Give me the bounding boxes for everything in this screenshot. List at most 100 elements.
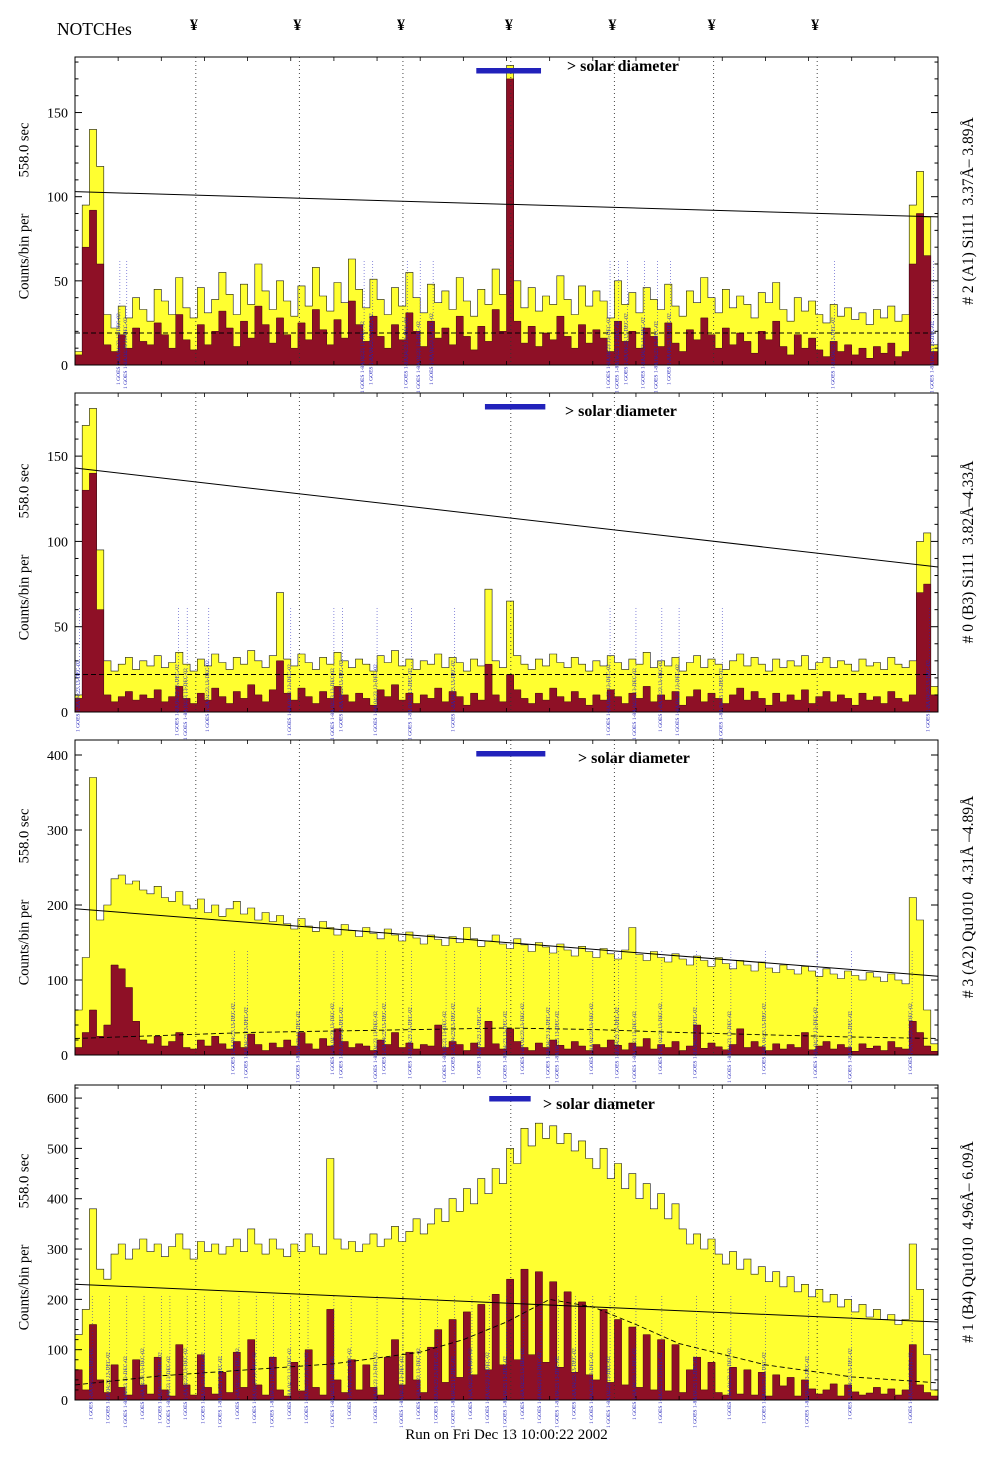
- panel-4-solar-diameter-label: > solar diameter: [543, 1096, 655, 1113]
- flare-annotation: 1 GOES 1-8A 04:23 13-DEC-02: [382, 1003, 388, 1075]
- flare-annotation: 1 GOES 1-8A 04:23 13-DEC-02: [658, 1352, 664, 1424]
- flare-annotation: 1 GOES 1-8A 04:23 13-DEC-02: [140, 1348, 146, 1420]
- flare-annotation: 1 GOES 1-8A 04:23 13-DEC-02: [606, 664, 612, 736]
- flare-annotation: 1 GOES 1-8A 04:23 13-DEC-02: [666, 313, 672, 385]
- panel-4-right-label: # 1 (B4) Qu1010 4.96Å– 6.09Å: [960, 1141, 977, 1343]
- flare-annotation: 1 GOES 1-8A 04:23 13-DEC-02: [218, 1356, 224, 1428]
- flare-annotation: 1 GOES 1-8A 04:23 13-DEC-02: [925, 660, 931, 732]
- flare-annotation: 1 GOES 1-8A 04:23 13-DEC-02: [116, 313, 122, 385]
- flare-annotation: 1 GOES 1-8A 04:23 13-DEC-02: [848, 1011, 854, 1083]
- flare-annotation: 1 GOES 1-8A 04:23 13-DEC-02: [632, 1348, 638, 1420]
- flare-annotation: 1 GOES 1-8A 04:23 13-DEC-02: [287, 1348, 293, 1420]
- flare-annotation: 1 GOES 1-8A 04:23 13-DEC-02: [205, 660, 211, 732]
- flare-annotation: 1 GOES 1-8A 04:23 13-DEC-02: [813, 1007, 819, 1079]
- flare-annotation: 1 GOES 1-8A 04:23 13-DEC-02: [641, 317, 647, 389]
- flare-annotation: 1 GOES 1-8A 04:23 13-DEC-02: [761, 1003, 767, 1075]
- flare-annotation: 1 GOES 1-8A 04:23 13-DEC-02: [537, 1352, 543, 1424]
- trend-line: [74, 908, 939, 977]
- panel-2-right-label: # 0 (B3) Si111 3.82Å–4.33Å: [960, 460, 977, 644]
- notch-symbol: ¥: [504, 17, 513, 34]
- panel-2-solar-diameter-label: > solar diameter: [565, 403, 677, 420]
- panel-4-ylabel: Counts/bin per 558.0 sec: [16, 1153, 33, 1331]
- y-tick-label: 50: [54, 275, 68, 290]
- flare-annotation: 1 GOES 1-8A 04:23 13-DEC-02: [175, 664, 181, 736]
- flare-annotation: 1 GOES 1-8A 04:23 13-DEC-02: [546, 1007, 552, 1079]
- flare-annotation: 1 GOES 1-8A 04:23 13-DEC-02: [485, 1352, 491, 1424]
- flare-annotation: 1 GOES 1-8A 04:23 13-DEC-02: [433, 1352, 439, 1424]
- y-tick-label: 600: [47, 1092, 68, 1107]
- panel-1-solar-diameter-label: > solar diameter: [567, 58, 679, 75]
- y-tick-label: 0: [61, 359, 68, 374]
- flare-annotation: 1 GOES 1-8A 04:23 13-DEC-02: [451, 1356, 457, 1428]
- flare-annotation: 1 GOES 1-8A 04:23 13-DEC-02: [373, 664, 379, 736]
- y-tick-label: 150: [47, 107, 68, 122]
- panel-4-plot: 0 100 200 300 400 500 600 1 GOES 1-8A 04:23 13-…: [47, 1084, 939, 1428]
- panel-1-right-label: # 2 (A1) Si111 3.37Å– 3.89Å: [960, 117, 977, 305]
- flare-annotation: 1 GOES 1-8A 04:23 13-DEC-02: [442, 1011, 448, 1083]
- flare-annotation: 1 GOES 1-8A 04:23 13-DEC-02: [157, 1352, 163, 1424]
- y-tick-label: 100: [47, 191, 68, 206]
- flare-annotation: 1 GOES 1-8A 04:23 13-DEC-02: [805, 1356, 811, 1428]
- flare-annotation: 1 GOES 1-8A 04:23 13-DEC-02: [718, 668, 724, 740]
- flare-annotation: 1 GOES 1-8A 04:23 13-DEC-02: [373, 1011, 379, 1083]
- panel-3-solar-diameter-label: > solar diameter: [578, 750, 690, 767]
- flare-annotation: 1 GOES 1-8A 04:23 13-DEC-02: [360, 321, 366, 393]
- flare-annotation: 1 GOES 1-8A 04:23 13-DEC-02: [468, 1348, 474, 1420]
- flare-annotation: 1 GOES 1-8A 04:23 13-DEC-02: [727, 1011, 733, 1083]
- y-tick-label: 400: [47, 1193, 68, 1208]
- flare-annotation: 1 GOES 1-8A 04:23 13-DEC-02: [589, 1352, 595, 1424]
- flare-annotation: 1 GOES 1-8A 04:23 13-DEC-02: [347, 1348, 353, 1420]
- y-tick-label: 100: [47, 974, 68, 989]
- flare-annotation: 1 GOES 1-8A 04:23 13-DEC-02: [606, 1356, 612, 1428]
- yellow-histogram: [74, 1122, 939, 1401]
- flare-annotation: 1 GOES 1-8A 04:23 13-DEC-02: [287, 664, 293, 736]
- flare-annotation: 1 GOES 1-8A 04:23 13-DEC-02: [615, 1007, 621, 1079]
- solar-diameter-bar: [476, 751, 546, 757]
- y-tick-label: 400: [47, 749, 68, 764]
- dark-red-histogram: [74, 472, 939, 713]
- flare-annotation: 1 GOES 1-8A 04:23 13-DEC-02: [231, 1003, 237, 1075]
- flare-annotation: 1 GOES 1-8A 04:23 13-DEC-02: [451, 660, 457, 732]
- notch-symbol: ¥: [396, 17, 405, 34]
- flare-annotation: 1 GOES 1-8A 04:23 13-DEC-02: [623, 313, 629, 385]
- flare-annotation: 1 GOES 1-8A 04:23 13-DEC-02: [183, 668, 189, 740]
- run-timestamp: Run on Fri Dec 13 10:00:22 2002: [405, 1427, 608, 1443]
- flare-annotation: 1 GOES 1-8A 04:23 13-DEC-02: [589, 1003, 595, 1075]
- flare-annotation: 1 GOES 1-8A 04:23 13-DEC-02: [330, 1356, 336, 1428]
- flare-annotation: 1 GOES 1-8A 04:23 13-DEC-02: [554, 1356, 560, 1428]
- flare-annotation: 1 GOES 1-8A 04:23 13-DEC-02: [183, 1348, 189, 1420]
- flare-annotation: 1 GOES 1-8A 04:23 13-DEC-02: [654, 321, 660, 393]
- y-tick-label: 200: [47, 899, 68, 914]
- flare-annotation: 1 GOES 1-8A 04:23 13-DEC-02: [692, 1356, 698, 1428]
- notch-symbol: ¥: [608, 17, 617, 34]
- yellow-histogram: [74, 777, 939, 1056]
- flare-annotation: 1 GOES 1-8A 04:23 13-DEC-02: [295, 1011, 301, 1083]
- flare-annotation: 1 GOES 1-8A 04:23 13-DEC-02: [503, 1356, 509, 1428]
- flare-annotation: 1 GOES 1-8A 04:23 13-DEC-02: [269, 1356, 275, 1428]
- trend-line: [74, 191, 939, 218]
- flare-annotation: 1 GOES 1-8A 04:23 13-DEC-02: [166, 1356, 172, 1428]
- panel-3-ylabel: Counts/bin per 558.0 sec: [16, 808, 33, 986]
- panel-1-ylabel: Counts/bin per 558.0 sec: [16, 122, 33, 300]
- y-tick-label: 300: [47, 1243, 68, 1258]
- flare-annotation: 1 GOES 1-8A 04:23 13-DEC-02: [606, 317, 612, 389]
- y-tick-label: 0: [61, 1049, 68, 1064]
- flare-annotation: 1 GOES 1-8A 04:23 13-DEC-02: [416, 1348, 422, 1420]
- panel-3-plot: 0 100 200 300 400 1 GOES 1-8A 04:23 13-DEC-02…: [47, 739, 939, 1083]
- panel-3-right-label: # 3 (A2) Qu1010 4.31Å –4.89Å: [960, 795, 977, 999]
- dark-red-histogram: [74, 964, 939, 1056]
- trend-line: [74, 1283, 939, 1323]
- y-tick-label: 100: [47, 1344, 68, 1359]
- flare-annotation: 1 GOES 1-8A 04:23 13-DEC-02: [244, 1007, 250, 1079]
- panel-2-ylabel: Counts/bin per 558.0 sec: [16, 463, 33, 641]
- flare-annotation: 1 GOES 1-8A 04:23 13-DEC-02: [330, 668, 336, 740]
- flare-annotation: 1 GOES 1-8A 04:23 13-DEC-02: [520, 1003, 526, 1075]
- flare-annotation: 1 GOES 1-8A 04:23 13-DEC-02: [429, 313, 435, 385]
- y-tick-label: 300: [47, 824, 68, 839]
- yellow-histogram: [74, 408, 939, 713]
- flare-annotation: 1 GOES 1-8A 04:23 13-DEC-02: [554, 1011, 560, 1083]
- y-tick-label: 150: [47, 450, 68, 465]
- flare-annotation: 1 GOES 1-8A 04:23 13-DEC-02: [123, 1356, 129, 1428]
